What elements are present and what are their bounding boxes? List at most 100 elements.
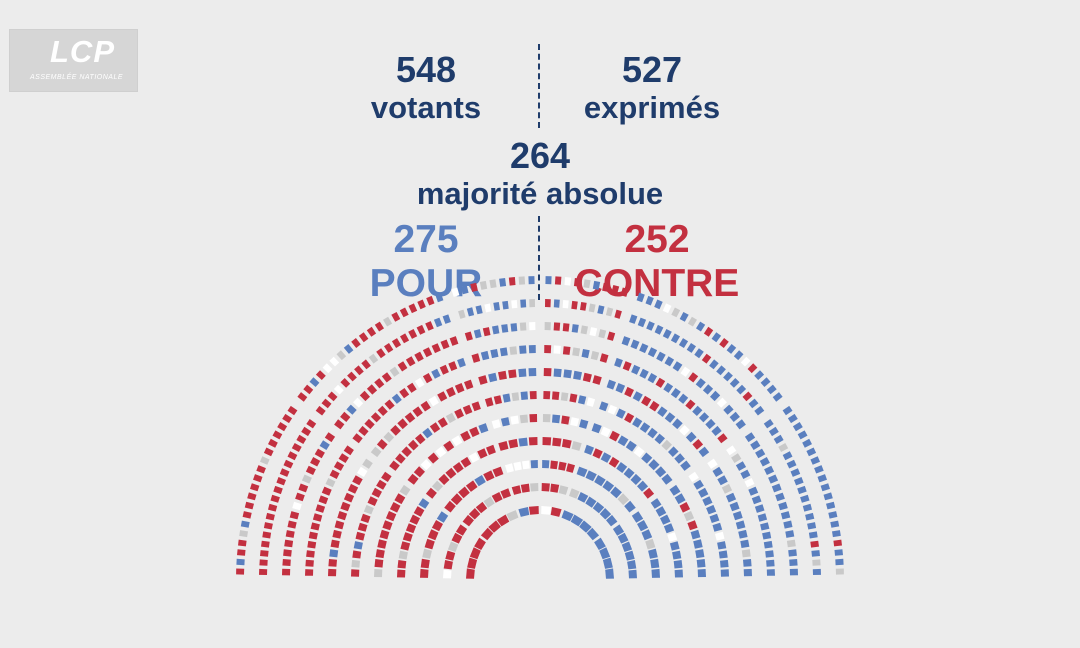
- seat: [236, 558, 245, 566]
- seat: [391, 338, 402, 348]
- seat: [394, 493, 406, 505]
- seat: [672, 361, 683, 372]
- seat: [237, 549, 246, 556]
- seat: [600, 426, 611, 438]
- seat: [800, 494, 810, 503]
- seat: [508, 438, 519, 449]
- seat: [550, 483, 560, 493]
- seat: [321, 398, 332, 409]
- seat: [259, 559, 268, 566]
- seat: [471, 353, 481, 363]
- seat: [622, 361, 632, 371]
- seat: [236, 568, 245, 575]
- seat: [444, 500, 456, 513]
- seat: [561, 510, 574, 522]
- seat: [397, 361, 408, 372]
- seat: [545, 299, 551, 308]
- seat: [296, 434, 307, 444]
- seat: [413, 506, 425, 517]
- seat: [332, 529, 342, 539]
- seat: [674, 569, 683, 578]
- seat: [422, 427, 433, 439]
- seat: [672, 550, 682, 560]
- seat: [747, 363, 758, 374]
- seat: [765, 550, 774, 558]
- seat: [733, 350, 744, 361]
- seat: [563, 369, 572, 379]
- seat: [347, 483, 359, 494]
- seat: [466, 307, 475, 317]
- seat: [443, 569, 452, 579]
- seat: [649, 400, 660, 412]
- seat: [715, 531, 725, 541]
- seat: [617, 532, 629, 544]
- seat: [541, 506, 552, 515]
- seat: [375, 549, 385, 559]
- seat: [449, 336, 459, 346]
- seat: [802, 503, 812, 512]
- seat: [631, 511, 644, 523]
- seat: [343, 445, 354, 456]
- seat: [614, 357, 623, 368]
- seat: [405, 356, 416, 367]
- seat: [511, 300, 518, 309]
- seat: [607, 331, 616, 341]
- seat: [493, 395, 502, 405]
- seat: [282, 413, 293, 424]
- seat: [561, 438, 572, 449]
- seat: [315, 405, 326, 416]
- seat: [273, 485, 283, 495]
- seat: [647, 427, 658, 439]
- seat: [377, 539, 387, 549]
- seat: [702, 496, 713, 506]
- seat: [351, 569, 360, 577]
- seat: [426, 295, 435, 306]
- seat: [529, 414, 538, 423]
- seat: [669, 541, 680, 551]
- seat: [480, 350, 490, 361]
- seat: [457, 357, 466, 368]
- seat: [605, 307, 614, 317]
- seat: [621, 336, 631, 346]
- seat: [609, 430, 620, 442]
- seat: [612, 524, 625, 536]
- seat: [662, 329, 672, 339]
- seat: [698, 446, 710, 458]
- seat: [602, 480, 615, 492]
- seat: [469, 426, 480, 438]
- seat: [284, 539, 294, 548]
- seat: [431, 520, 443, 532]
- seat: [397, 560, 407, 569]
- seat: [586, 527, 600, 541]
- seat: [766, 559, 775, 567]
- seat: [404, 412, 416, 423]
- seat: [571, 324, 579, 333]
- seat: [379, 529, 390, 540]
- seat: [797, 430, 808, 440]
- seat: [492, 466, 504, 478]
- seat: [725, 492, 737, 503]
- pour-stat: 275 POUR: [326, 218, 526, 306]
- seat: [422, 373, 433, 384]
- seat: [680, 460, 691, 471]
- seat: [811, 550, 820, 557]
- seat: [637, 520, 649, 532]
- seat: [570, 514, 584, 527]
- seat: [743, 559, 752, 567]
- seat: [366, 384, 378, 395]
- seat: [778, 443, 789, 452]
- seat: [442, 314, 451, 324]
- seat: [663, 523, 675, 534]
- seat: [420, 459, 432, 471]
- lcp-logo: LCP ASSEMBLÉE NATIONALE: [9, 29, 138, 92]
- seat: [592, 501, 605, 514]
- seat: [301, 474, 312, 484]
- exprimes-stat: 527 exprimés: [552, 50, 752, 126]
- seat: [627, 560, 637, 570]
- seat: [562, 323, 570, 332]
- seat: [606, 514, 618, 527]
- seat: [692, 439, 704, 450]
- seat: [621, 541, 633, 552]
- seat: [334, 520, 345, 530]
- seat: [352, 475, 363, 486]
